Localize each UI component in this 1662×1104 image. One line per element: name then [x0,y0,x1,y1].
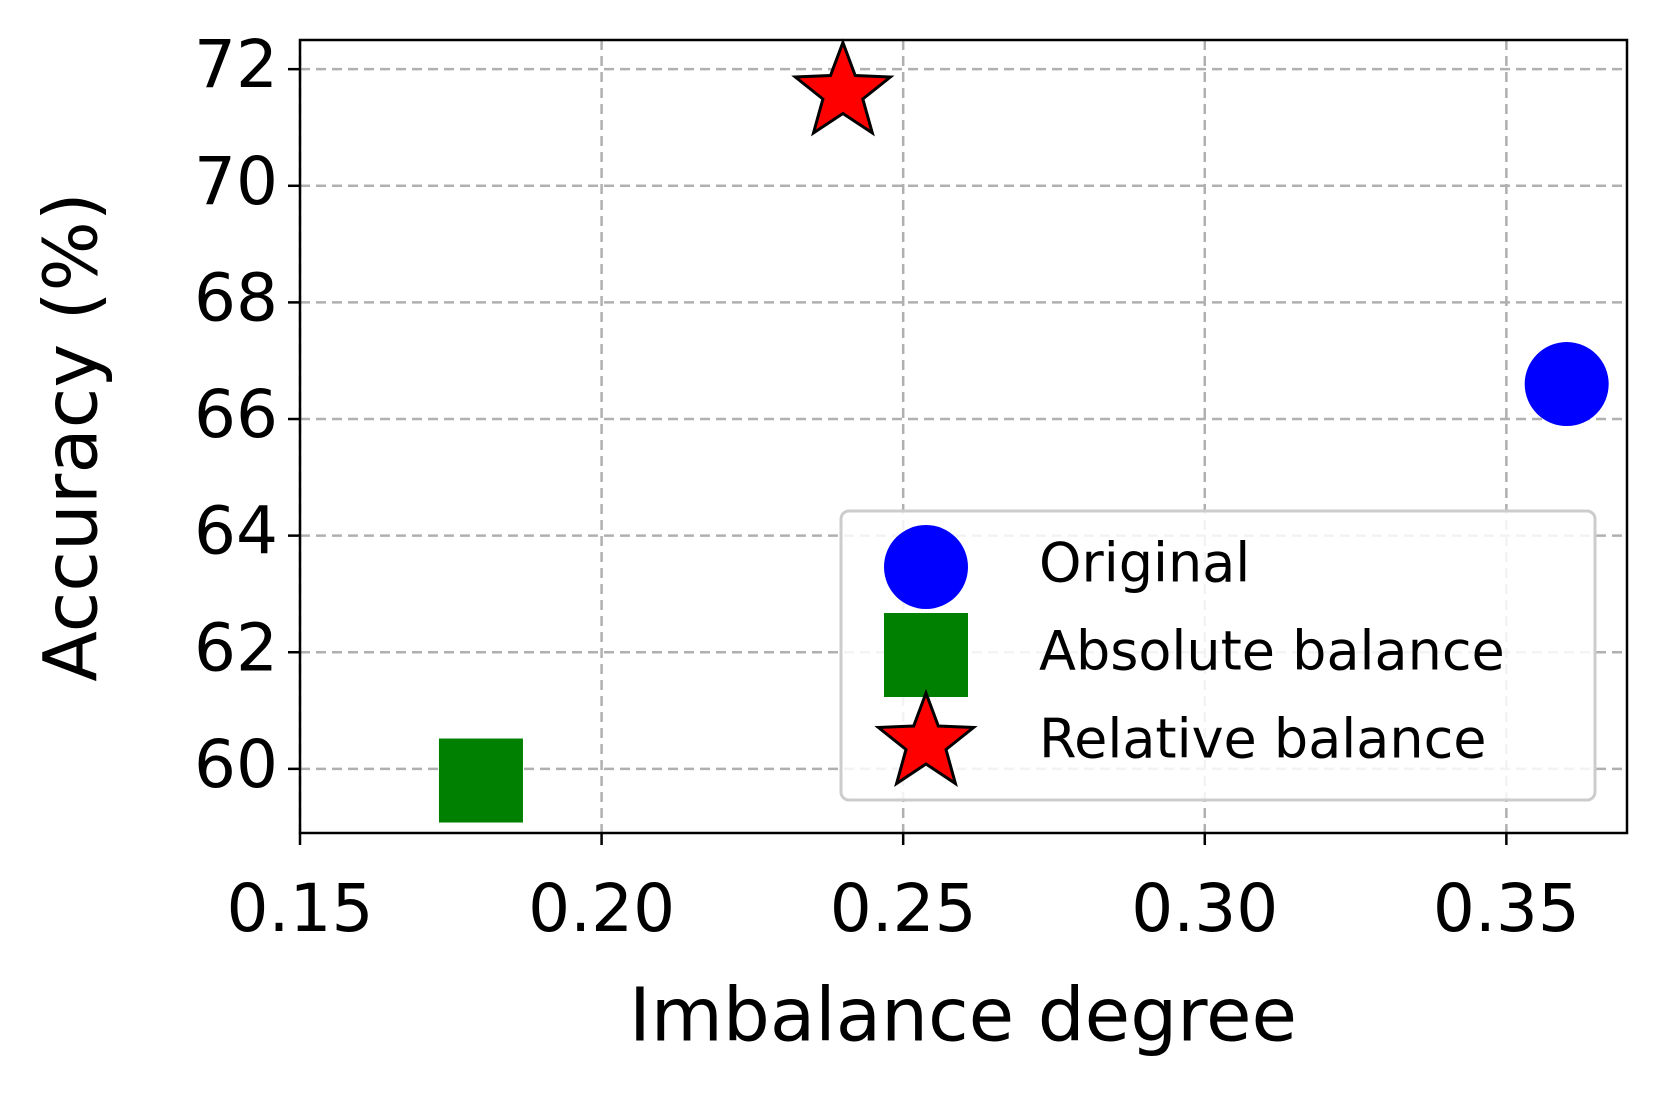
legend-marker [884,525,968,609]
y-tick-label: 66 [194,376,278,453]
y-axis-label: Accuracy (%) [29,192,115,681]
x-tick-label: 0.15 [227,870,374,947]
legend-marker [884,613,968,697]
x-axis-label: Imbalance degree [629,973,1297,1059]
y-tick-label: 60 [194,726,278,803]
y-tick-label: 70 [194,143,278,220]
x-tick-label: 0.20 [528,870,675,947]
y-tick-label: 68 [194,259,278,336]
point [1524,342,1609,427]
legend-label: Absolute balance [1039,620,1505,683]
x-tick-label: 0.25 [830,870,977,947]
legend-label: Original [1039,532,1250,595]
x-tick-label: 0.30 [1131,870,1278,947]
point [791,38,895,137]
y-tick-label: 62 [194,609,278,686]
y-tick-label: 72 [194,26,278,103]
plot-frame [298,38,1629,835]
x-tick-label: 0.35 [1433,870,1580,947]
y-tick-label: 64 [194,493,278,570]
legend-marker [874,688,978,787]
point [438,738,523,823]
legend-label: Relative balance [1039,708,1487,771]
legend-box [839,509,1597,802]
